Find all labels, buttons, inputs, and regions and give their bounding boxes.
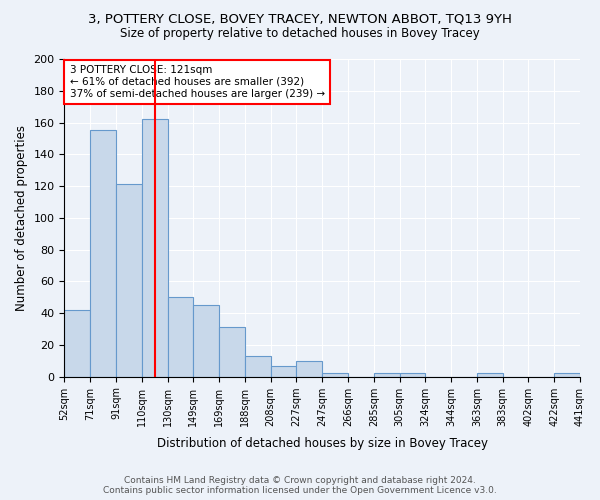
- Bar: [271, 366, 296, 376]
- X-axis label: Distribution of detached houses by size in Bovey Tracey: Distribution of detached houses by size …: [157, 437, 488, 450]
- Text: 3, POTTERY CLOSE, BOVEY TRACEY, NEWTON ABBOT, TQ13 9YH: 3, POTTERY CLOSE, BOVEY TRACEY, NEWTON A…: [88, 12, 512, 26]
- Bar: [400, 374, 425, 376]
- Bar: [116, 184, 142, 376]
- Bar: [322, 374, 348, 376]
- Bar: [64, 310, 90, 376]
- Text: Contains HM Land Registry data © Crown copyright and database right 2024.
Contai: Contains HM Land Registry data © Crown c…: [103, 476, 497, 495]
- Bar: [554, 374, 580, 376]
- Bar: [374, 374, 400, 376]
- Bar: [219, 328, 245, 376]
- Text: Size of property relative to detached houses in Bovey Tracey: Size of property relative to detached ho…: [120, 28, 480, 40]
- Bar: [167, 297, 193, 376]
- Bar: [193, 305, 219, 376]
- Bar: [245, 356, 271, 376]
- Bar: [90, 130, 116, 376]
- Text: 3 POTTERY CLOSE: 121sqm
← 61% of detached houses are smaller (392)
37% of semi-d: 3 POTTERY CLOSE: 121sqm ← 61% of detache…: [70, 66, 325, 98]
- Bar: [296, 361, 322, 376]
- Bar: [477, 374, 503, 376]
- Bar: [142, 120, 167, 376]
- Y-axis label: Number of detached properties: Number of detached properties: [15, 125, 28, 311]
